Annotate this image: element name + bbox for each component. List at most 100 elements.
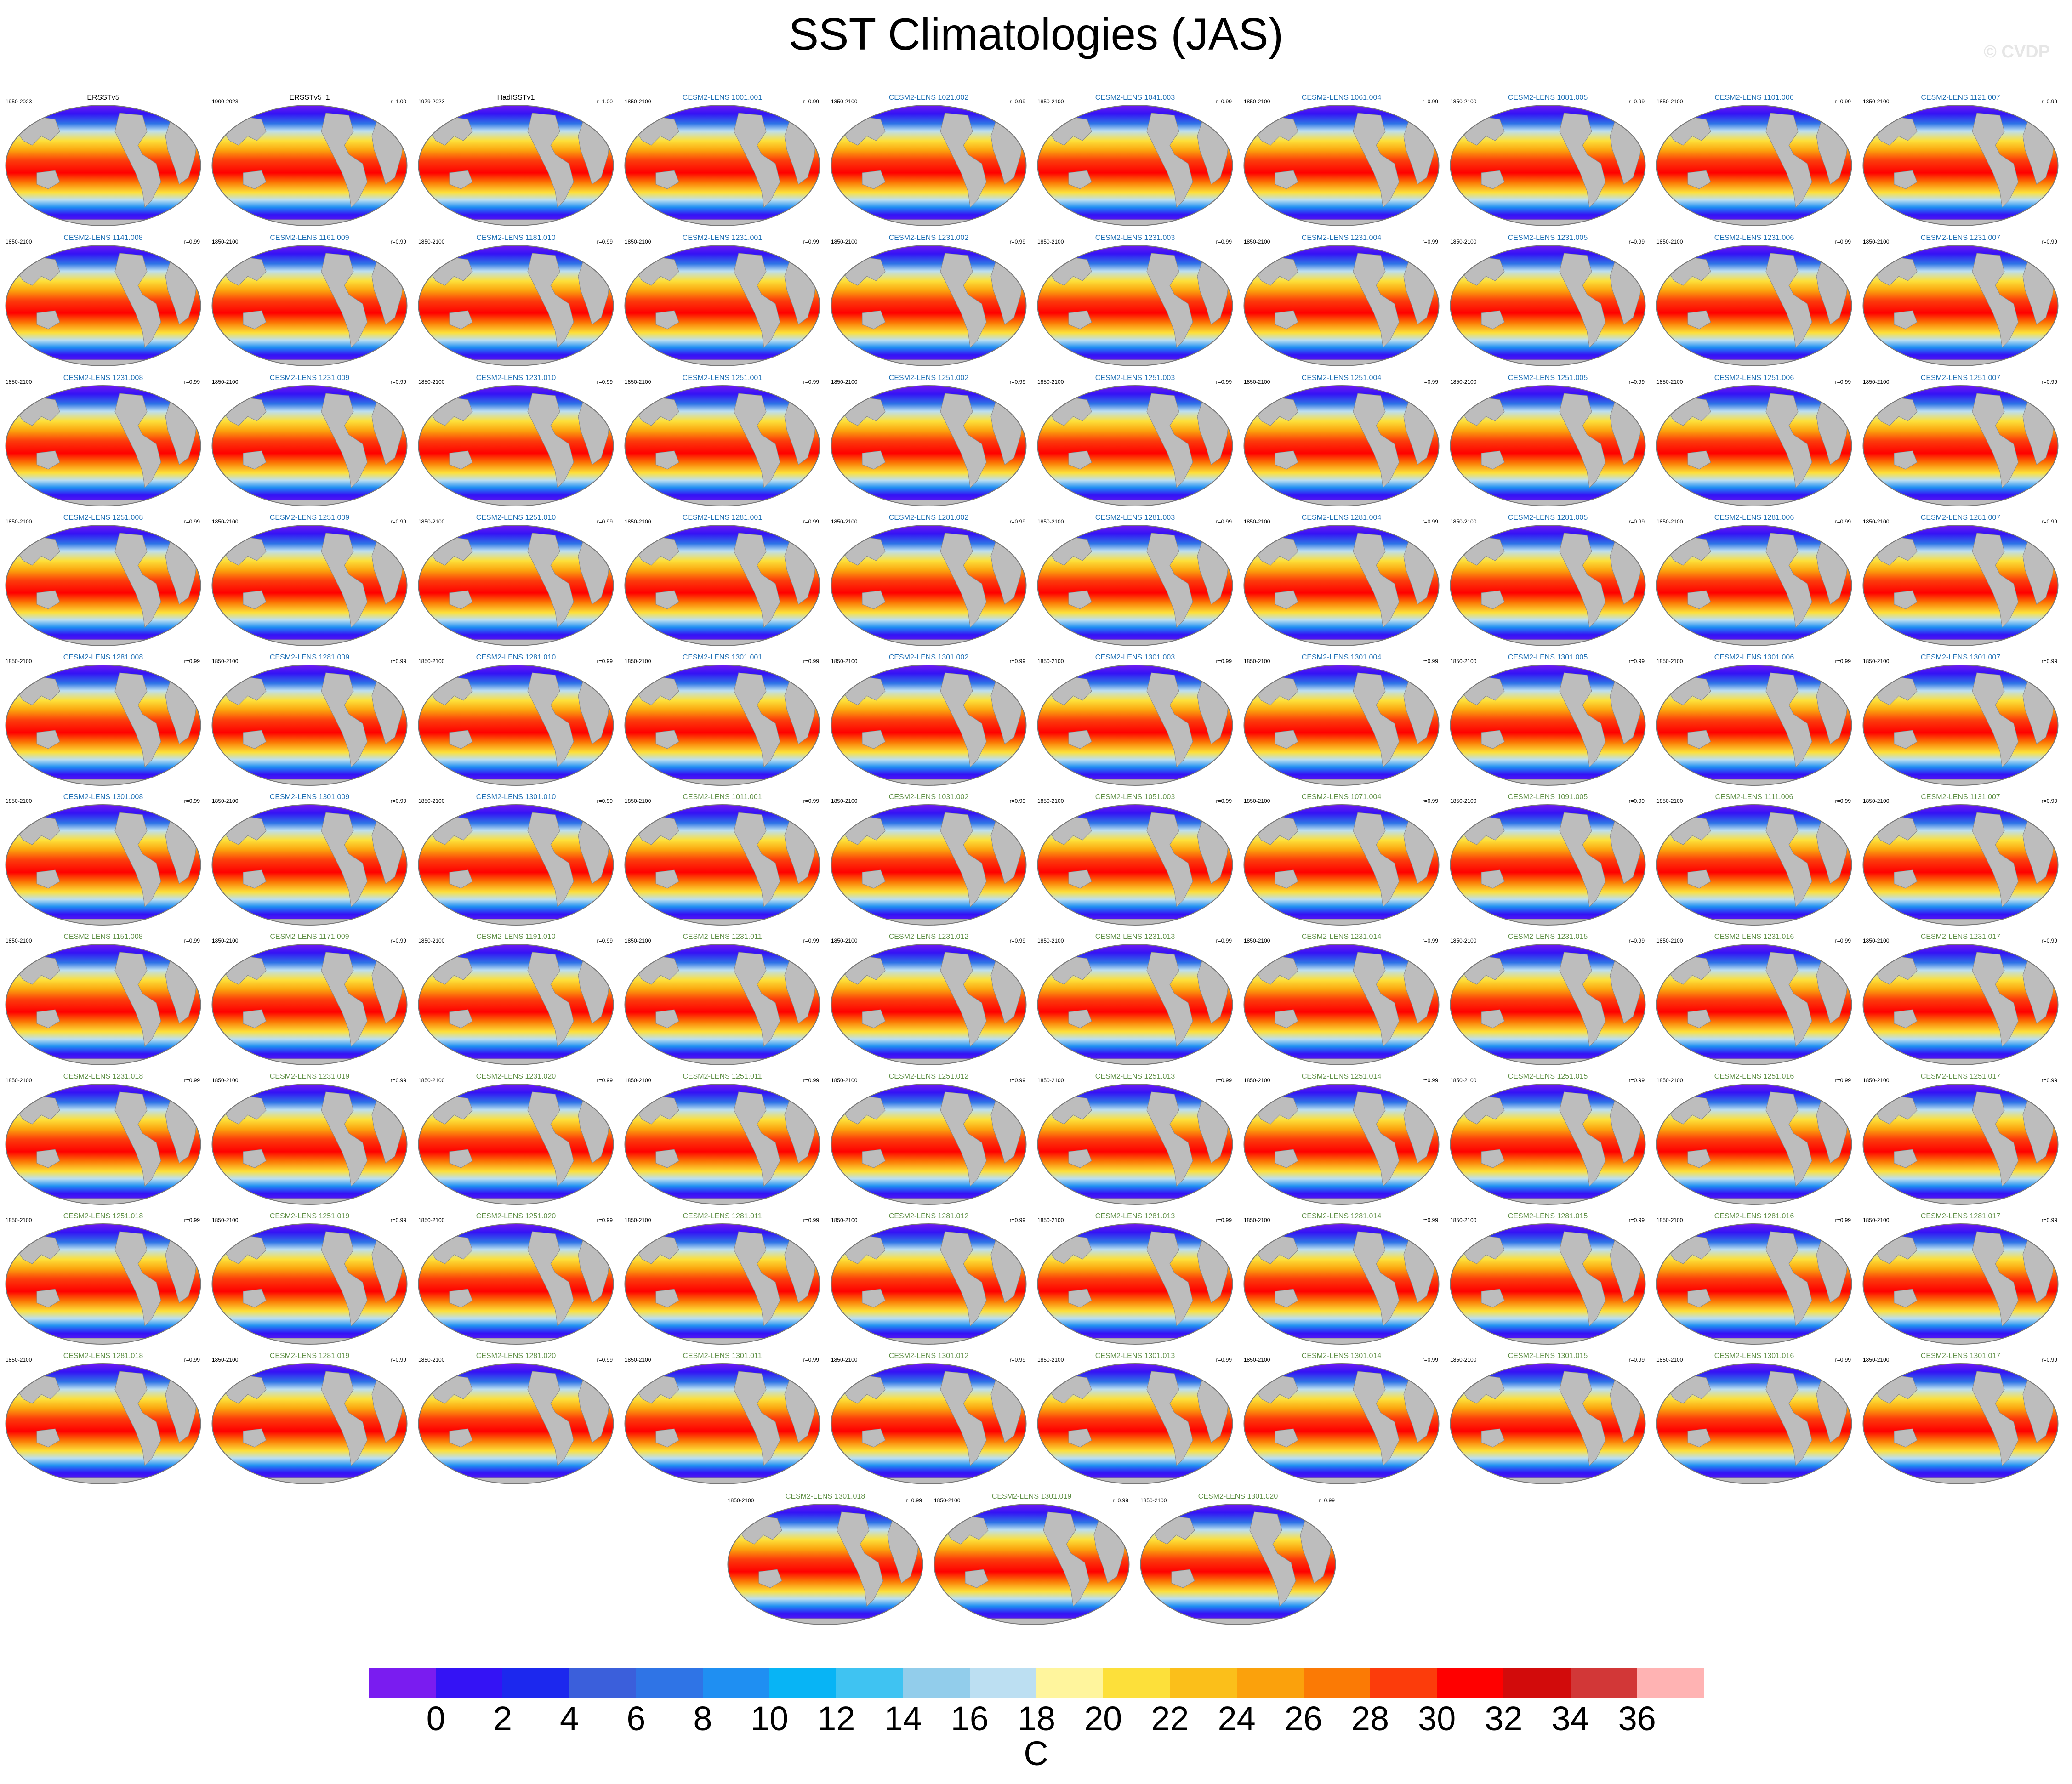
panel-title: CESM2-LENS 1251.018 <box>63 1212 143 1220</box>
map-panel: 1850-2100 CESM2-LENS 1301.015 r=0.99 <box>1445 1350 1651 1488</box>
panel-title: CESM2-LENS 1231.012 <box>888 933 969 941</box>
sst-map <box>1243 1084 1440 1205</box>
panel-years: 1850-2100 <box>212 658 239 665</box>
panel-title: CESM2-LENS 1231.001 <box>682 234 763 242</box>
panel-correlation: r=0.99 <box>1216 798 1232 804</box>
map-panel: 1850-2100 CESM2-LENS 1281.016 r=0.99 <box>1651 1210 1857 1348</box>
map-panel: 1850-2100 CESM2-LENS 1281.004 r=0.99 <box>1238 512 1445 650</box>
panel-years: 1850-2100 <box>1656 937 1683 944</box>
panel-correlation: r=0.99 <box>1835 1077 1851 1084</box>
map-panel: 1850-2100 CESM2-LENS 1301.017 r=0.99 <box>1857 1350 2064 1488</box>
panel-correlation: r=0.99 <box>390 1217 406 1223</box>
panel-correlation: r=0.99 <box>1216 937 1232 944</box>
map-panel: 1850-2100 CESM2-LENS 1251.006 r=0.99 <box>1651 372 1857 510</box>
panel-years: 1850-2100 <box>1656 379 1683 385</box>
panel-correlation: r=1.00 <box>390 98 406 105</box>
panel-years: 1850-2100 <box>1244 658 1270 665</box>
colorbar-tick-label: 18 <box>1017 1699 1056 1738</box>
sst-map <box>1450 245 1646 366</box>
map-panel: 1850-2100 CESM2-LENS 1301.020 r=0.99 <box>1135 1491 1341 1629</box>
colorbar-swatch <box>436 1668 503 1698</box>
map-panel: 1850-2100 CESM2-LENS 1301.009 r=0.99 <box>206 791 413 929</box>
sst-map <box>211 525 408 646</box>
panel-years: 1850-2100 <box>1037 239 1064 245</box>
map-panel: 1850-2100 CESM2-LENS 1251.007 r=0.99 <box>1857 372 2064 510</box>
panel-title: CESM2-LENS 1251.019 <box>269 1212 350 1220</box>
panel-years: 1850-2100 <box>1863 239 1890 245</box>
map-panel: 1850-2100 CESM2-LENS 1151.008 r=0.99 <box>0 931 206 1069</box>
sst-map <box>5 804 201 926</box>
sst-map <box>1450 804 1646 926</box>
panel-years: 1850-2100 <box>1450 1217 1477 1223</box>
sst-map <box>831 245 1027 366</box>
panel-correlation: r=0.99 <box>2041 1077 2057 1084</box>
sst-map <box>1243 245 1440 366</box>
panel-years: 1850-2100 <box>1244 379 1270 385</box>
panel-correlation: r=0.99 <box>184 937 200 944</box>
panel-years: 1850-2100 <box>831 798 858 804</box>
panel-correlation: r=0.99 <box>803 379 819 385</box>
panel-correlation: r=0.99 <box>2041 658 2057 665</box>
sst-map <box>418 1084 614 1205</box>
panel-title: CESM2-LENS 1231.020 <box>476 1073 556 1080</box>
sst-map <box>418 525 614 646</box>
map-panel: 1850-2100 CESM2-LENS 1251.002 r=0.99 <box>825 372 1032 510</box>
colorbar-swatch <box>836 1668 904 1698</box>
map-panel: 1850-2100 CESM2-LENS 1251.009 r=0.99 <box>206 512 413 650</box>
panel-correlation: r=0.99 <box>184 1077 200 1084</box>
colorbar-swatch <box>1503 1668 1571 1698</box>
sst-map <box>1037 665 1233 786</box>
panel-title: CESM2-LENS 1281.003 <box>1095 514 1175 522</box>
panel-correlation: r=0.99 <box>1628 98 1645 105</box>
map-panel: 1850-2100 CESM2-LENS 1251.016 r=0.99 <box>1651 1071 1857 1209</box>
panel-years: 1850-2100 <box>1656 798 1683 804</box>
map-panel: 1850-2100 CESM2-LENS 1231.017 r=0.99 <box>1857 931 2064 1069</box>
sst-map <box>831 525 1027 646</box>
sst-map <box>5 944 201 1065</box>
sst-map <box>211 385 408 506</box>
panel-correlation: r=0.99 <box>1628 379 1645 385</box>
map-panel: 1850-2100 CESM2-LENS 1231.012 r=0.99 <box>825 931 1032 1069</box>
panel-title: CESM2-LENS 1301.008 <box>63 793 143 801</box>
panel-years: 1850-2100 <box>1037 658 1064 665</box>
map-panel: 1850-2100 CESM2-LENS 1231.009 r=0.99 <box>206 372 413 510</box>
sst-map <box>1037 245 1233 366</box>
panel-title: CESM2-LENS 1281.017 <box>1920 1212 2001 1220</box>
panel-title: CESM2-LENS 1251.006 <box>1714 374 1794 382</box>
map-panel: 1850-2100 CESM2-LENS 1281.012 r=0.99 <box>825 1210 1032 1348</box>
panel-title: CESM2-LENS 1071.004 <box>1301 793 1382 801</box>
panel-years: 1850-2100 <box>1244 937 1270 944</box>
panel-title: CESM2-LENS 1301.001 <box>682 653 763 661</box>
panel-correlation: r=0.99 <box>1835 937 1851 944</box>
panel-title: CESM2-LENS 1141.008 <box>63 234 143 242</box>
panel-title: CESM2-LENS 1251.013 <box>1095 1073 1175 1080</box>
panel-years: 1850-2100 <box>6 937 32 944</box>
sst-map <box>211 245 408 366</box>
panel-years: 1850-2100 <box>1863 518 1890 525</box>
sst-map <box>1037 105 1233 226</box>
colorbar-swatch <box>969 1668 1037 1698</box>
panel-title: CESM2-LENS 1301.003 <box>1095 653 1175 661</box>
sst-map <box>1037 944 1233 1065</box>
sst-map <box>624 1223 820 1345</box>
panel-correlation: r=0.99 <box>1835 239 1851 245</box>
colorbar-tick-label: 32 <box>1485 1699 1523 1738</box>
map-panel: 1850-2100 CESM2-LENS 1301.019 r=0.99 <box>928 1491 1135 1629</box>
panel-title: ERSSTv5_1 <box>289 94 330 102</box>
panel-correlation: r=0.99 <box>184 658 200 665</box>
panel-title: CESM2-LENS 1301.014 <box>1301 1352 1382 1360</box>
panel-title: CESM2-LENS 1281.016 <box>1714 1212 1794 1220</box>
map-panel: 1850-2100 CESM2-LENS 1011.001 r=0.99 <box>619 791 825 929</box>
map-panel: 1850-2100 CESM2-LENS 1281.008 r=0.99 <box>0 652 206 790</box>
colorbar-tick-label: 24 <box>1218 1699 1256 1738</box>
panel-years: 1950-2023 <box>6 98 32 105</box>
panel-correlation: r=0.99 <box>390 937 406 944</box>
panel-correlation: r=0.99 <box>1009 98 1025 105</box>
sst-map <box>1656 1363 1852 1484</box>
panel-title: CESM2-LENS 1231.019 <box>269 1073 350 1080</box>
sst-map <box>1656 385 1852 506</box>
panel-correlation: r=0.99 <box>803 98 819 105</box>
map-panel: 1850-2100 CESM2-LENS 1281.015 r=0.99 <box>1445 1210 1651 1348</box>
panel-years: 1850-2100 <box>1863 379 1890 385</box>
page-title: SST Climatologies (JAS) <box>788 9 1284 59</box>
